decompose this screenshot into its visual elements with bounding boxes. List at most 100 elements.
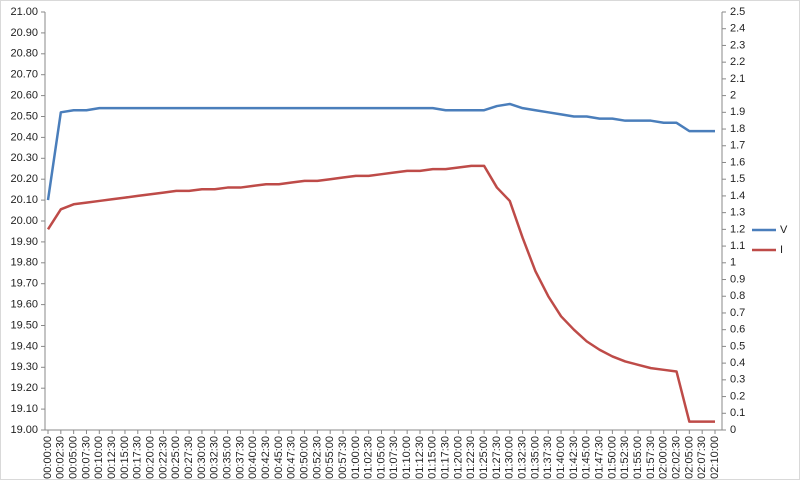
x-tick-label: 00:10:00 [93, 436, 105, 479]
y-tick-label: 19.70 [10, 278, 38, 290]
x-tick-label: 00:47:30 [286, 436, 298, 479]
x-tick-label: 01:55:00 [632, 436, 644, 479]
x-tick-label: 00:05:00 [68, 436, 80, 479]
y2-tick-label: 1.5 [730, 173, 745, 185]
y-tick-label: 20.50 [10, 110, 38, 122]
y2-tick-label: 0.4 [730, 357, 745, 369]
y2-tick-label: 0.1 [730, 407, 745, 419]
x-tick-label: 00:50:00 [298, 436, 310, 479]
x-tick-label: 00:55:00 [324, 436, 336, 479]
x-tick-label: 00:45:00 [273, 436, 285, 479]
x-tick-label: 01:02:30 [363, 436, 375, 479]
y-tick-label: 19.80 [10, 257, 38, 269]
x-tick-label: 01:30:00 [504, 436, 516, 479]
x-tick-label: 01:32:30 [517, 436, 529, 479]
y-tick-label: 20.00 [10, 215, 38, 227]
x-tick-label: 01:35:00 [529, 436, 541, 479]
y2-tick-label: 2.2 [730, 56, 745, 68]
x-tick-label: 01:20:00 [452, 436, 464, 479]
y-tick-label: 19.00 [10, 424, 38, 436]
y2-tick-label: 1.9 [730, 106, 745, 118]
y-tick-label: 19.10 [10, 403, 38, 415]
x-tick-label: 00:37:30 [234, 436, 246, 479]
x-tick-label: 01:40:00 [555, 436, 567, 479]
y-tick-label: 20.80 [10, 48, 38, 60]
y2-tick-label: 0.5 [730, 340, 745, 352]
y-tick-label: 19.20 [10, 382, 38, 394]
x-tick-label: 00:22:30 [157, 436, 169, 479]
y2-tick-label: 1.2 [730, 223, 745, 235]
y2-tick-label: 2.5 [730, 6, 745, 18]
x-tick-label: 00:35:00 [221, 436, 233, 479]
x-tick-label: 01:42:30 [568, 436, 580, 479]
x-tick-label: 01:22:30 [465, 436, 477, 479]
y2-tick-label: 1.4 [730, 190, 745, 202]
x-tick-label: 00:25:00 [170, 436, 182, 479]
y-tick-label: 19.30 [10, 361, 38, 373]
x-tick-label: 01:50:00 [606, 436, 618, 479]
x-tick-label: 01:17:30 [440, 436, 452, 479]
y2-tick-label: 0.8 [730, 290, 745, 302]
x-tick-label: 00:00:00 [42, 436, 54, 479]
y2-tick-label: 1.7 [730, 140, 745, 152]
x-tick-label: 02:02:30 [670, 436, 682, 479]
y-tick-label: 19.50 [10, 319, 38, 331]
x-tick-label: 01:52:30 [619, 436, 631, 479]
y2-tick-label: 2.4 [730, 23, 745, 35]
y-tick-label: 21.00 [10, 6, 38, 18]
x-tick-label: 00:42:30 [260, 436, 272, 479]
y-tick-label: 20.70 [10, 69, 38, 81]
y-tick-label: 20.10 [10, 194, 38, 206]
y-tick-label: 19.60 [10, 299, 38, 311]
x-tick-label: 00:20:00 [145, 436, 157, 479]
x-tick-label: 00:15:00 [119, 436, 131, 479]
x-tick-label: 00:12:30 [106, 436, 118, 479]
y2-tick-label: 0.7 [730, 307, 745, 319]
x-tick-label: 01:27:30 [491, 436, 503, 479]
y-tick-label: 20.20 [10, 173, 38, 185]
x-tick-label: 00:52:30 [311, 436, 323, 479]
y-tick-label: 20.30 [10, 152, 38, 164]
x-tick-label: 01:00:00 [350, 436, 362, 479]
x-tick-label: 01:45:00 [581, 436, 593, 479]
x-tick-label: 02:07:30 [696, 436, 708, 479]
y2-tick-label: 0 [730, 424, 736, 436]
y2-tick-label: 0.2 [730, 390, 745, 402]
x-tick-label: 01:25:00 [478, 436, 490, 479]
x-tick-label: 01:15:00 [427, 436, 439, 479]
y-tick-label: 20.40 [10, 131, 38, 143]
x-tick-label: 02:00:00 [658, 436, 670, 479]
y2-tick-label: 2.3 [730, 39, 745, 51]
x-tick-label: 01:37:30 [542, 436, 554, 479]
x-tick-label: 00:57:30 [337, 436, 349, 479]
x-tick-label: 00:17:30 [132, 436, 144, 479]
y-tick-label: 19.90 [10, 236, 38, 248]
y-tick-label: 20.60 [10, 90, 38, 102]
x-tick-label: 01:47:30 [593, 436, 605, 479]
x-tick-label: 01:12:30 [414, 436, 426, 479]
x-tick-label: 02:05:00 [683, 436, 695, 479]
x-tick-label: 00:07:30 [80, 436, 92, 479]
y2-tick-label: 0.9 [730, 273, 745, 285]
y2-tick-label: 1.1 [730, 240, 745, 252]
y2-tick-label: 1.8 [730, 123, 745, 135]
y-tick-label: 20.90 [10, 27, 38, 39]
x-tick-label: 01:10:00 [401, 436, 413, 479]
y2-tick-label: 0.3 [730, 374, 745, 386]
x-tick-label: 00:30:00 [196, 436, 208, 479]
y2-tick-label: 2.1 [730, 73, 745, 85]
x-tick-label: 01:05:00 [375, 436, 387, 479]
y2-tick-label: 1.3 [730, 207, 745, 219]
series-line [46, 164, 715, 423]
y2-tick-label: 1 [730, 257, 736, 269]
y2-tick-label: 2 [730, 90, 736, 102]
series-line [46, 102, 715, 201]
y2-tick-label: 1.6 [730, 156, 745, 168]
x-tick-label: 01:07:30 [388, 436, 400, 479]
x-tick-label: 00:02:30 [55, 436, 67, 479]
legend-label: I [780, 244, 783, 256]
x-tick-label: 01:57:30 [645, 436, 657, 479]
x-tick-label: 00:40:00 [247, 436, 259, 479]
